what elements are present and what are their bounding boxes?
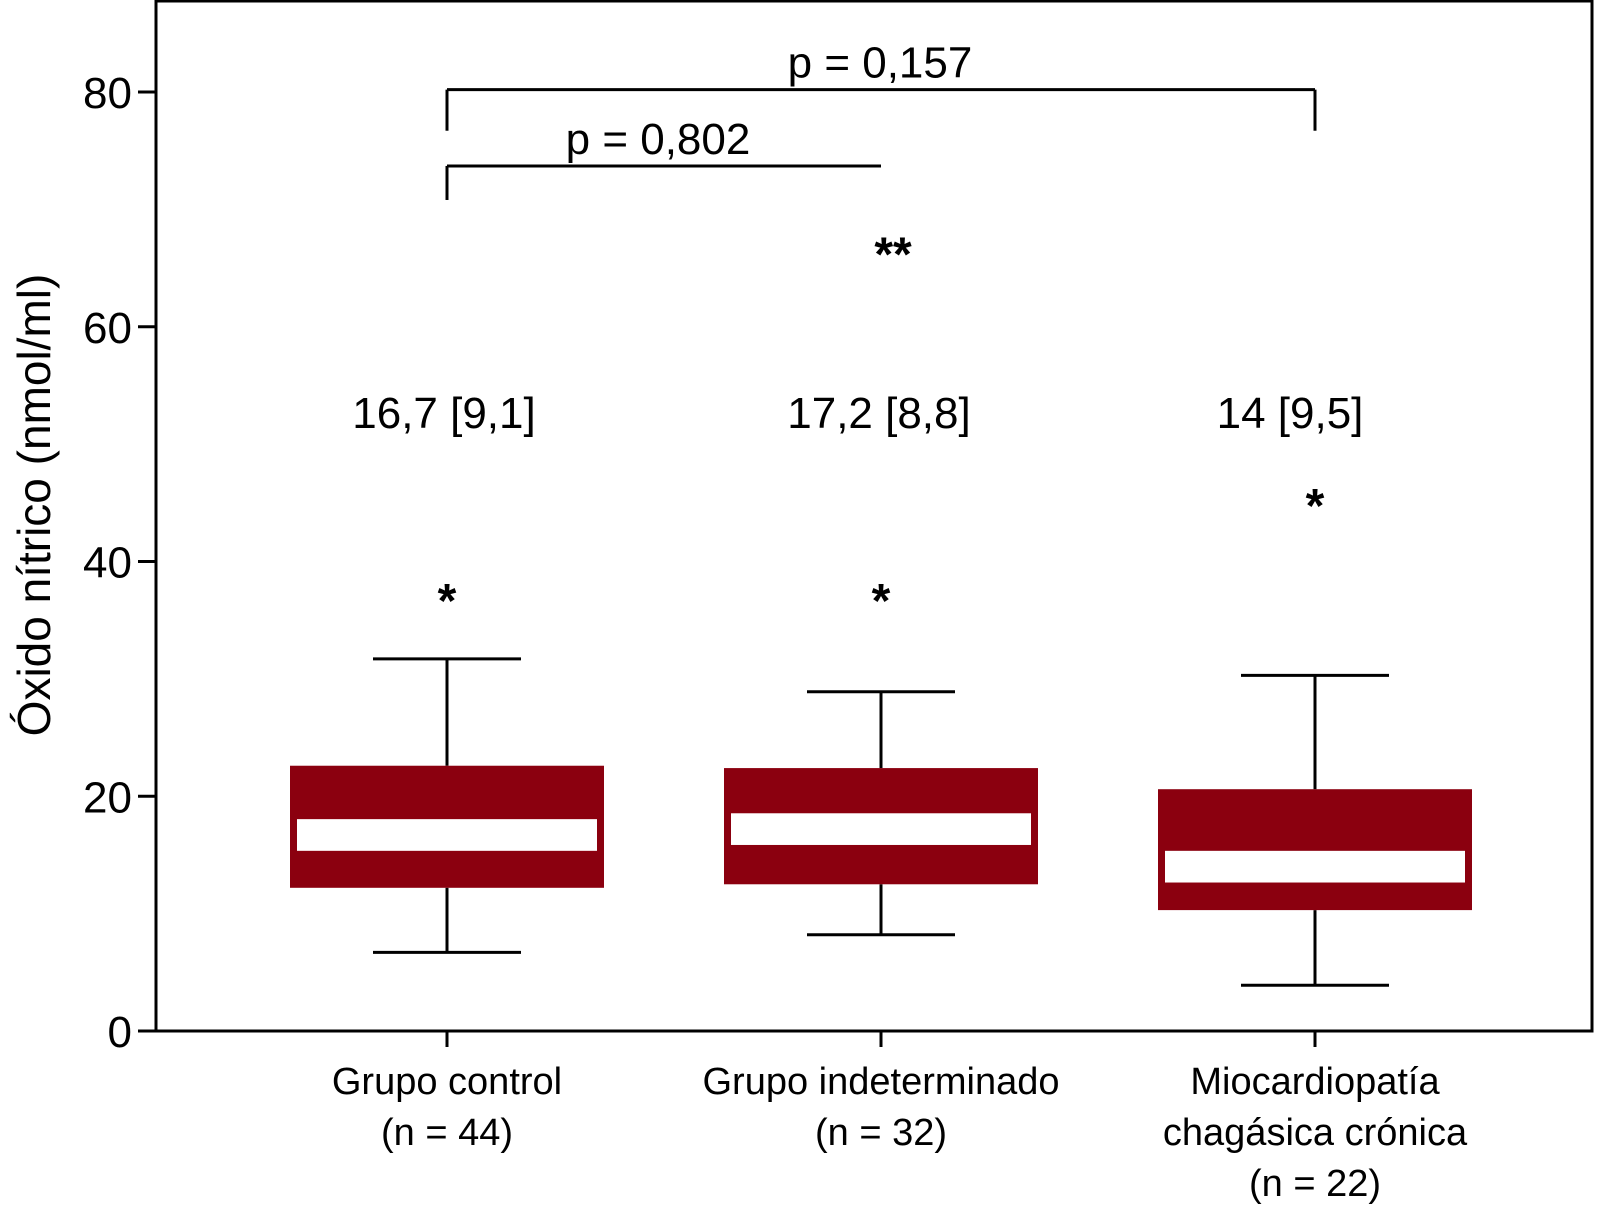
outlier-marker: * (438, 575, 457, 628)
x-axis-categories: Grupo control (n = 44) Grupo indeterminado… (332, 1031, 1468, 1205)
category-label-1-line-1: Grupo control (332, 1061, 562, 1103)
median-band (1165, 850, 1465, 883)
group-summary-1: 16,7 [9,1] (352, 389, 535, 438)
y-tick-label-0: 0 (108, 1008, 132, 1057)
group-summary-2: 17,2 [8,8] (787, 389, 970, 438)
iqr-box (1158, 789, 1472, 911)
annotations: 16,7 [9,1] 17,2 [8,8] 14 [9,5] p = 0,802 p =… (352, 39, 1363, 438)
comparison-bracket-1: p = 0,802 (445, 115, 881, 200)
y-axis: 0 20 40 60 80 (83, 69, 156, 1057)
category-label-1-line-2: (n = 44) (381, 1112, 513, 1154)
category-label-3-line-1: Miocardiopatía (1190, 1061, 1440, 1103)
box-group-1: * (290, 575, 604, 954)
y-axis-label: Óxido nítrico (nmol/ml) (8, 274, 60, 737)
outlier-marker: * (872, 575, 891, 628)
outlier-marker: * (1306, 480, 1325, 533)
comparison-bracket-2: p = 0,157 (445, 39, 1317, 131)
box-group-3: * (1158, 480, 1472, 987)
box-group-2: *** (724, 229, 1038, 937)
box-series: * **** (290, 229, 1472, 987)
p-value-label: p = 0,157 (788, 39, 973, 88)
category-label-3-line-3: (n = 22) (1249, 1163, 1381, 1205)
plot-frame (154, 0, 1594, 1033)
p-value-label: p = 0,802 (566, 115, 751, 164)
category-label-3-line-2: chagásica crónica (1163, 1112, 1468, 1154)
y-tick-label-40: 40 (83, 539, 132, 588)
median-band (297, 819, 597, 851)
group-summary-3: 14 [9,5] (1217, 389, 1364, 438)
plot-border (154, 0, 1594, 1033)
category-label-2-line-2: (n = 32) (815, 1112, 947, 1154)
y-tick-label-60: 60 (83, 304, 132, 353)
outlier-marker: ** (874, 229, 912, 282)
category-label-2-line-1: Grupo indeterminado (703, 1061, 1060, 1103)
median-band (731, 813, 1031, 845)
y-tick-label-80: 80 (83, 69, 132, 118)
y-tick-label-20: 20 (83, 773, 132, 822)
